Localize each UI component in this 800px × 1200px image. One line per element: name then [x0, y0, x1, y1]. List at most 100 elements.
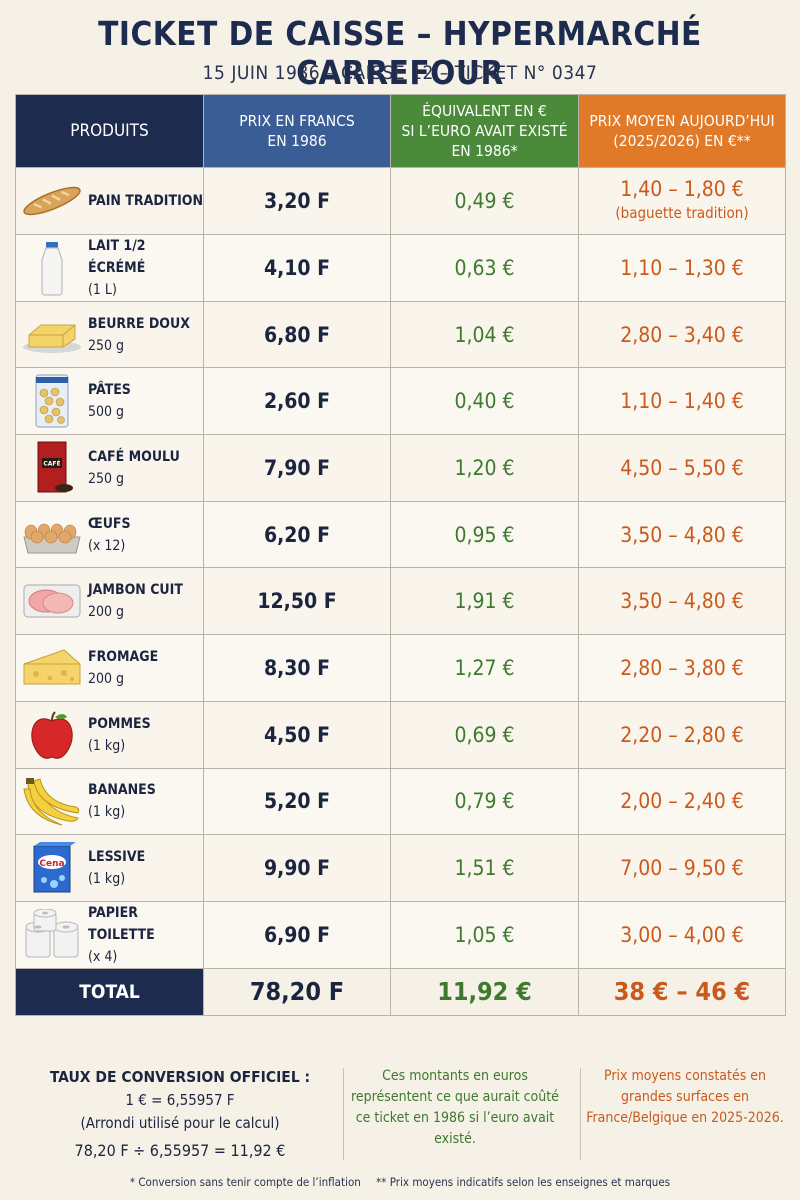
product-name: PAIN TRADITION: [88, 190, 203, 212]
detergent-box-icon: Cena: [16, 839, 88, 897]
price-francs: 8,30 F: [203, 634, 391, 702]
product-row: CAFÉ CAFÉ MOULU 250 g 7,90 F 1,20 € 4,50 – 5,…: [15, 434, 786, 502]
conversion-title: TAUX DE CONVERSION OFFICIEL :: [49, 1068, 311, 1086]
conversion-note: (Arrondi utilisé pour le calcul): [80, 1114, 280, 1132]
price-euro-1986: 0,69 €: [390, 700, 579, 769]
product-label: ŒUFS: [88, 515, 131, 532]
product-quantity: 250 g: [88, 337, 125, 354]
product-row: BANANES (1 kg) 5,20 F 0,79 € 2,00 – 2,40 €: [15, 767, 786, 836]
product-cell: FROMAGE 200 g: [15, 634, 204, 702]
conversion-box: TAUX DE CONVERSION OFFICIEL : 1 € = 6,55…: [30, 1066, 330, 1162]
product-cell: ŒUFS (x 12): [15, 500, 204, 569]
toilet-paper-icon: [16, 906, 88, 964]
product-cell: POMMES (1 kg): [15, 700, 204, 769]
header-francs: PRIX EN FRANCS EN 1986: [203, 94, 391, 168]
price-euro-1986: 0,40 €: [390, 367, 579, 436]
product-label: PAIN TRADITION: [88, 192, 204, 209]
price-today: 2,80 – 3,40 €: [620, 322, 744, 347]
product-cell: BANANES (1 kg): [15, 767, 204, 836]
price-today-cell: 3,50 – 4,80 €: [578, 500, 786, 569]
price-euro-1986: 0,63 €: [390, 233, 579, 302]
product-name: BANANES (1 kg): [88, 779, 156, 823]
header-francs-label: PRIX EN FRANCS EN 1986: [239, 112, 355, 150]
svg-text:Cena: Cena: [39, 859, 64, 869]
product-quantity: 200 g: [88, 604, 125, 621]
product-quantity: (1 L): [88, 281, 117, 298]
price-francs: 4,50 F: [203, 700, 391, 769]
page-subtitle: 15 JUIN 1986 – CAISSE 12 – TICKET N° 034…: [202, 62, 598, 84]
divider: [343, 1068, 344, 1160]
apple-icon: [16, 706, 88, 764]
product-quantity: 500 g: [88, 404, 125, 421]
price-euro-1986: 1,05 €: [390, 900, 579, 969]
product-cell: PAPIER TOILETTE (x 4): [15, 900, 204, 969]
divider: [580, 1068, 581, 1160]
product-quantity: (x 12): [88, 537, 126, 554]
product-name: LAIT 1/2 ÉCRÉMÉ (1 L): [88, 235, 203, 301]
product-name: JAMBON CUIT 200 g: [88, 579, 183, 623]
header-today-label: PRIX MOYEN AUJOURD’HUI (2025/2026) EN €**: [589, 112, 775, 150]
total-euro: 11,92 €: [390, 967, 579, 1016]
price-today-cell: 3,00 – 4,00 €: [578, 900, 786, 969]
price-today-cell: 2,20 – 2,80 €: [578, 700, 786, 769]
product-label: JAMBON CUIT: [88, 582, 183, 599]
product-cell: PÂTES 500 g: [15, 367, 204, 436]
product-label: LAIT 1/2 ÉCRÉMÉ: [88, 237, 146, 276]
price-today-cell: 4,50 – 5,50 €: [578, 434, 786, 502]
price-francs: 6,20 F: [203, 500, 391, 569]
price-today: 3,50 – 4,80 €: [620, 589, 744, 614]
price-today-cell: 7,00 – 9,50 €: [578, 834, 786, 902]
product-cell: JAMBON CUIT 200 g: [15, 567, 204, 636]
price-today-cell: 2,80 – 3,40 €: [578, 300, 786, 369]
product-label: CAFÉ MOULU: [88, 448, 180, 465]
price-today: 1,10 – 1,30 €: [620, 255, 744, 280]
price-today: 7,00 – 9,50 €: [620, 856, 744, 881]
svg-text:CAFÉ: CAFÉ: [43, 459, 60, 467]
product-name: ŒUFS (x 12): [88, 513, 131, 557]
price-euro-1986: 0,79 €: [390, 767, 579, 836]
page-title: TICKET DE CAISSE – HYPERMARCHÉ CARREFOUR: [98, 14, 702, 92]
total-francs: 78,20 F: [203, 967, 391, 1016]
product-cell: CAFÉ CAFÉ MOULU 250 g: [15, 434, 204, 502]
price-euro-1986: 1,51 €: [390, 834, 579, 902]
ham-pack-icon: [16, 572, 88, 630]
price-francs: 2,60 F: [203, 367, 391, 436]
header-products: PRODUITS: [15, 94, 204, 168]
product-cell: BEURRE DOUX 250 g: [15, 300, 204, 369]
product-row: BEURRE DOUX 250 g 6,80 F 1,04 € 2,80 – 3,40 …: [15, 300, 786, 369]
product-quantity: (1 kg): [88, 871, 126, 888]
header-euro: ÉQUIVALENT EN € SI L’EURO AVAIT EXISTÉ EN …: [390, 94, 579, 168]
price-today-cell: 1,40 – 1,80 € (baguette tradition): [578, 167, 786, 235]
price-euro-1986: 1,20 €: [390, 434, 579, 502]
product-row: LAIT 1/2 ÉCRÉMÉ (1 L) 4,10 F 0,63 € 1,10 – 1…: [15, 233, 786, 302]
price-today: 3,00 – 4,00 €: [620, 922, 744, 947]
product-cell: PAIN TRADITION: [15, 167, 204, 235]
price-today-cell: 3,50 – 4,80 €: [578, 567, 786, 636]
egg-carton-icon: [16, 506, 88, 564]
price-euro-1986: 1,91 €: [390, 567, 579, 636]
conversion-calc: 78,20 F ÷ 6,55957 = 11,92 €: [74, 1141, 286, 1160]
product-quantity: (x 4): [88, 948, 118, 965]
product-name: PAPIER TOILETTE (x 4): [88, 902, 203, 968]
today-explanation: Prix moyens constatés en grandes surface…: [586, 1068, 784, 1126]
price-today-cell: 1,10 – 1,30 €: [578, 233, 786, 302]
product-label: BANANES: [88, 782, 156, 799]
price-francs: 4,10 F: [203, 233, 391, 302]
product-cell: Cena LESSIVE (1 kg): [15, 834, 204, 902]
product-row: Cena LESSIVE (1 kg) 9,90 F 1,51 € 7,00 – 9,50…: [15, 834, 786, 902]
price-today: 1,40 – 1,80 €: [620, 176, 744, 201]
product-label: BEURRE DOUX: [88, 315, 190, 332]
price-today: 1,10 – 1,40 €: [620, 389, 744, 414]
footnote-prices: ** Prix moyens indicatifs selon les ense…: [376, 1175, 671, 1189]
product-label: FROMAGE: [88, 648, 159, 665]
product-row: POMMES (1 kg) 4,50 F 0,69 € 2,20 – 2,80 €: [15, 700, 786, 769]
product-name: POMMES (1 kg): [88, 713, 151, 757]
price-francs: 5,20 F: [203, 767, 391, 836]
conversion-rate: 1 € = 6,55957 F: [125, 1091, 235, 1109]
footnotes: * Conversion sans tenir compte de l’infl…: [0, 1175, 800, 1189]
product-label: PÂTES: [88, 382, 131, 399]
product-label: LESSIVE: [88, 849, 146, 866]
euro-explanation: Ces montants en euros représentent ce qu…: [351, 1068, 559, 1147]
cheese-icon: [16, 639, 88, 697]
price-francs: 3,20 F: [203, 167, 391, 235]
